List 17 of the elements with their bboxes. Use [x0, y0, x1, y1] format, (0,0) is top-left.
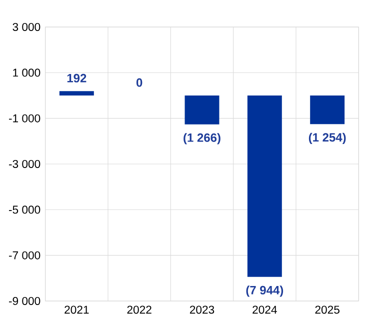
- x-tick-label: 2024: [252, 306, 277, 314]
- y-tick-label: 3 000: [12, 22, 40, 31]
- x-tick-label: 2022: [127, 306, 152, 314]
- x-tick-label: 2025: [315, 306, 340, 314]
- y-tick-label: -7 000: [8, 251, 40, 260]
- y-tick-label: -1 000: [8, 114, 40, 122]
- data-label: (7 944): [246, 285, 284, 297]
- y-tick-label: 1 000: [13, 68, 40, 77]
- data-label: (1 254): [308, 132, 346, 144]
- data-label: (1 266): [184, 132, 220, 144]
- y-tick-label: -3 000: [8, 160, 40, 168]
- y-tick-label: -5 000: [8, 206, 40, 214]
- data-label: 0: [136, 78, 142, 87]
- data-label: 192: [67, 74, 86, 82]
- y-tick-label: -9 000: [8, 296, 40, 305]
- x-tick-label: 2023: [190, 306, 214, 314]
- x-tick-label: 2021: [64, 306, 89, 314]
